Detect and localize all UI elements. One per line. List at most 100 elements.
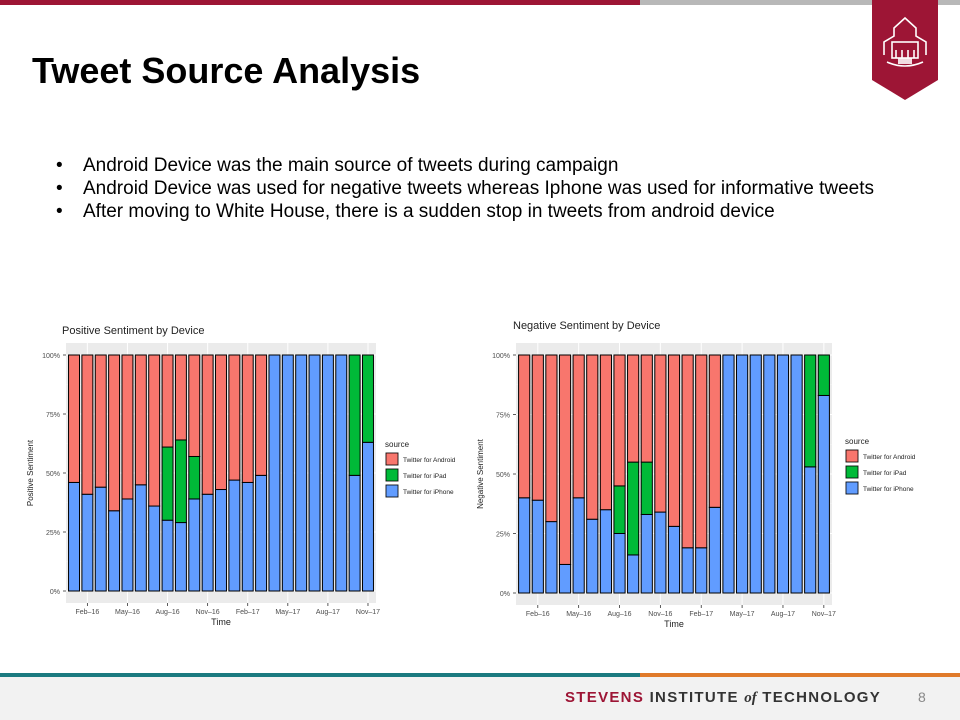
legend-label: Twitter for iPhone [403,489,454,496]
bar-segment-twitter-for-android [188,354,201,457]
bar-segment-twitter-for-iphone [362,441,374,592]
bar-segment-twitter-for-iphone [201,493,214,592]
bar-segment-twitter-for-android [215,354,227,491]
bar-segment-twitter-for-ipad [804,354,817,468]
legend-swatch [385,452,399,466]
bullet-item: Android Device was the main source of tw… [56,154,886,177]
bar-segment-twitter-for-android [572,354,585,499]
stevens-shield-logo-icon [872,0,938,100]
bullet-item: Android Device was used for negative twe… [56,177,886,200]
bar-segment-twitter-for-android [640,354,653,463]
y-axis-title: Positive Sentiment [26,439,35,506]
legend-swatch [845,465,859,479]
bar-segment-twitter-for-iphone [749,354,762,594]
bar-segment-twitter-for-iphone [215,489,227,592]
bar-segment-twitter-for-iphone [804,466,817,594]
bar-segment-twitter-for-iphone [268,354,281,592]
bullet-item: After moving to White House, there is a … [56,200,886,223]
footer-accent-bar-teal [0,673,640,677]
legend-title: source [845,437,870,446]
bar-segment-twitter-for-iphone [599,509,612,594]
x-axis-title: Time [211,617,231,627]
bar-segment-twitter-for-iphone [654,511,667,594]
bar-segment-twitter-for-android [627,354,640,463]
bar-segment-twitter-for-android [241,354,254,483]
bar-segment-twitter-for-iphone [736,354,749,594]
bar-segment-twitter-for-iphone [281,354,294,592]
chart-negative: Negative Sentiment by Device 0% 25% 50% 75% 1… [476,320,916,629]
x-tick-label: Aug–16 [607,611,631,618]
page-number: 8 [918,689,926,705]
top-accent-bar-red [0,0,640,5]
bar-segment-twitter-for-iphone [68,481,80,592]
bar-segment-twitter-for-android [613,354,626,487]
bar-segment-twitter-for-iphone [667,525,681,594]
bar-segment-twitter-for-android [94,354,107,488]
chart-positive: Positive Sentiment by Device 0% 25% 50% 75% 1… [26,325,456,627]
sentiment-charts: Positive Sentiment by Device 0% 25% 50% 75% 1… [26,320,916,629]
bar-segment-twitter-for-iphone [148,505,161,592]
bar-segment-twitter-for-iphone [94,486,107,592]
legend-label: Twitter for iPad [863,470,907,477]
bar-segment-twitter-for-iphone [81,493,94,592]
bar-segment-twitter-for-iphone [776,354,790,594]
x-tick-label: Nov–17 [356,609,380,616]
bar-segment-twitter-for-iphone [108,510,121,592]
x-tick-label: Nov–17 [812,611,836,618]
x-tick-label: Feb–16 [76,609,100,616]
bar-segment-twitter-for-iphone [763,354,776,594]
bar-segment-twitter-for-iphone [161,519,174,592]
bar-segment-twitter-for-android [81,354,94,495]
slide-title: Tweet Source Analysis [32,50,421,91]
x-tick-label: Aug–16 [155,609,179,616]
bar-segment-twitter-for-iphone [174,522,187,592]
bar-segment-twitter-for-iphone [722,354,735,594]
bar-segment-twitter-for-iphone [817,394,830,594]
legend-swatch [845,481,859,495]
chart-title: Negative Sentiment by Device [513,320,660,332]
bar-segment-twitter-for-iphone [531,499,544,594]
bar-segment-twitter-for-ipad [188,455,201,500]
footer-band [0,677,960,720]
bar-segment-twitter-for-ipad [613,485,626,534]
bar-segment-twitter-for-ipad [161,446,174,521]
legend-label: Twitter for Android [403,457,456,464]
bar-segment-twitter-for-android [681,354,694,549]
bar-segment-twitter-for-iphone [545,521,558,594]
wordmark-stevens: STEVENS [565,689,645,706]
bar-segment-twitter-for-android [108,354,121,512]
bar-segment-twitter-for-iphone [134,484,147,592]
legend-swatch [385,484,399,498]
bar-segment-twitter-for-iphone [518,497,531,594]
bar-segment-twitter-for-ipad [817,354,830,396]
bar-segment-twitter-for-android [599,354,612,511]
bar-segment-twitter-for-iphone [255,474,268,592]
bar-segment-twitter-for-iphone [627,554,640,594]
bar-segment-twitter-for-android [121,354,134,500]
bar-segment-twitter-for-android [201,354,214,495]
x-tick-label: Aug–17 [771,611,795,618]
x-tick-label: May–17 [275,609,300,616]
legend-title: source [385,440,410,449]
bar-segment-twitter-for-iphone [321,354,334,592]
bar-segment-twitter-for-iphone [572,497,585,594]
bar-segment-twitter-for-android [695,354,708,549]
x-tick-label: Nov–16 [196,609,220,616]
legend-label: Twitter for iPad [403,473,447,480]
bar-segment-twitter-for-iphone [613,533,626,594]
legend-swatch [385,468,399,482]
bar-segment-twitter-for-android [654,354,667,513]
y-tick-label: 75% [46,412,60,419]
bar-segment-twitter-for-android [545,354,558,523]
x-tick-label: May–16 [566,611,591,618]
x-tick-label: Feb–16 [526,611,550,618]
bar-segment-twitter-for-android [518,354,531,499]
bar-segment-twitter-for-iphone [586,518,599,594]
y-tick-label: 0% [500,591,510,598]
x-tick-label: Aug–17 [316,609,340,616]
x-tick-label: May–16 [115,609,140,616]
wordmark-of: of [744,690,757,706]
bar-segment-twitter-for-iphone [335,354,348,592]
y-tick-label: 50% [496,472,510,479]
y-tick-label: 100% [492,353,510,360]
